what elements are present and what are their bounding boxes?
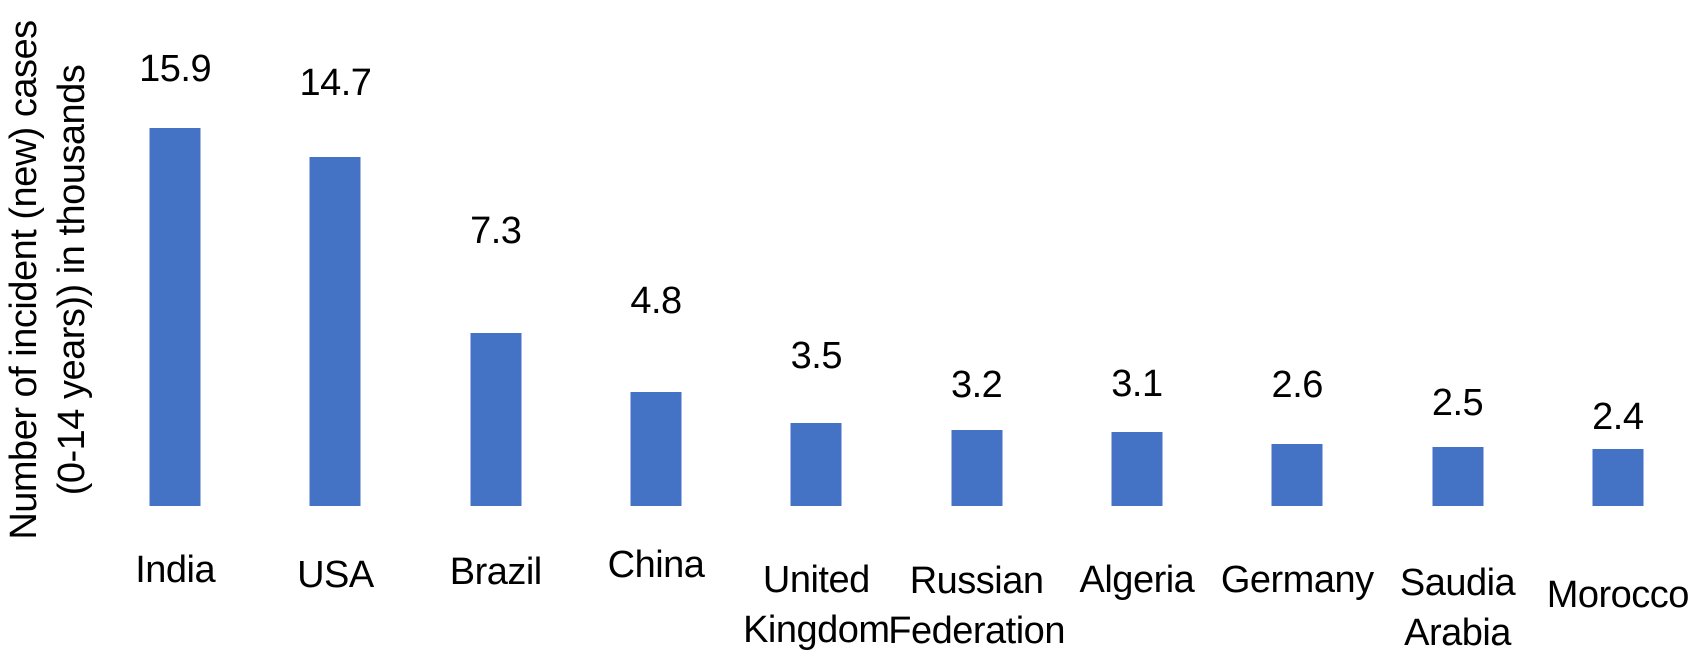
category-label-china: China: [607, 544, 705, 586]
bar-india: [149, 128, 201, 506]
data-label-china: 4.8: [630, 279, 682, 322]
data-label-saudia-arabia: 2.5: [1431, 381, 1484, 424]
data-label-algeria: 3.1: [1111, 363, 1163, 406]
bar-group-india: 15.9 India: [95, 0, 255, 672]
bar-china: [630, 391, 682, 506]
category-label-saudia-arabia: Saudia Arabia: [1399, 562, 1516, 654]
bar-saudia-arabia: [1432, 446, 1484, 506]
category-label-india: India: [135, 549, 216, 591]
data-label-germany: 2.6: [1271, 364, 1324, 407]
y-axis-title: Number of incident (new) cases (0-14 yea…: [0, 0, 98, 630]
category-label-germany: Germany: [1220, 559, 1374, 601]
data-label-morocco: 2.4: [1592, 396, 1644, 438]
data-label-united-kingdom: 3.5: [790, 334, 843, 377]
data-label-brazil: 7.3: [470, 209, 522, 252]
category-label-algeria: Algeria: [1079, 559, 1195, 601]
bar-group-germany: 2.6 Germany: [1217, 0, 1377, 672]
bar-usa: [309, 156, 361, 506]
plot-area: 15.9 India 14.7 USA 7.3 Brazil 4.8 China…: [95, 0, 1698, 672]
bar-algeria: [1111, 432, 1163, 506]
bar-group-saudia-arabia: 2.5 Saudia Arabia: [1377, 0, 1537, 672]
data-label-usa: 14.7: [299, 61, 372, 104]
bar-germany: [1271, 444, 1323, 506]
bar-brazil: [470, 332, 522, 506]
bar-group-russian-federation: 3.2 Russian Federation: [888, 0, 1065, 672]
data-label-india: 15.9: [139, 48, 212, 91]
bar-group-usa: 14.7 USA: [255, 0, 415, 672]
category-label-brazil: Brazil: [449, 551, 543, 593]
bar-group-brazil: 7.3 Brazil: [416, 0, 576, 672]
category-label-morocco: Morocco: [1546, 574, 1690, 616]
y-axis-title-line2: (0-14 years)) in thousands: [51, 64, 93, 496]
bar-russian-federation: [951, 429, 1003, 506]
bar-group-algeria: 3.1 Algeria: [1057, 0, 1217, 672]
bar-group-morocco: 2.4 Morocco: [1538, 0, 1698, 672]
bar-group-united-kingdom: 3.5 United Kingdom: [736, 0, 896, 672]
bar-group-china: 4.8 China: [576, 0, 736, 672]
bar-united-kingdom: [790, 422, 842, 506]
category-label-usa: USA: [297, 554, 374, 596]
bar-morocco: [1592, 449, 1644, 506]
category-label-united-kingdom: United Kingdom: [743, 559, 890, 651]
data-label-russian-federation: 3.2: [950, 363, 1003, 406]
category-label-russian-federation: Russian Federation: [888, 560, 1065, 652]
y-axis-title-line1: Number of incident (new) cases: [3, 20, 45, 540]
